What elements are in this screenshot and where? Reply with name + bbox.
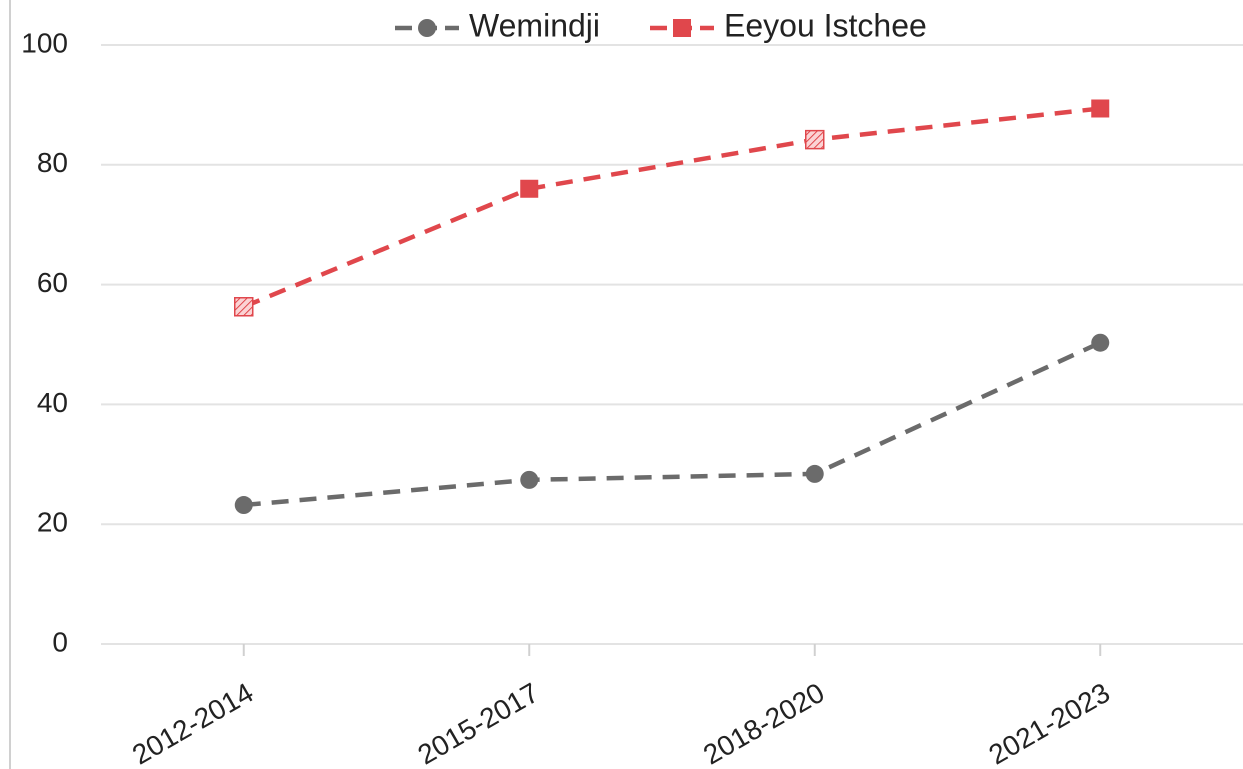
y-tick-label: 60 bbox=[37, 267, 68, 298]
point bbox=[234, 297, 254, 317]
y-tick-label: 20 bbox=[37, 507, 68, 538]
y-tick-label: 100 bbox=[21, 27, 68, 58]
point bbox=[520, 470, 539, 489]
x-tick-label: 2012-2014 bbox=[127, 677, 258, 769]
point bbox=[234, 496, 253, 515]
point bbox=[520, 179, 539, 198]
y-tick-label: 80 bbox=[37, 147, 68, 178]
legend-label: Eeyou Istchee bbox=[724, 7, 927, 43]
legend-label: Wemindji bbox=[469, 7, 600, 43]
y-tick-label: 0 bbox=[52, 626, 68, 657]
legend-marker bbox=[673, 19, 691, 37]
series-line bbox=[243, 340, 1102, 508]
x-tick-label: 2021-2023 bbox=[983, 677, 1114, 769]
point bbox=[805, 464, 824, 483]
x-tick-label: 2018-2020 bbox=[698, 677, 829, 769]
legend-marker bbox=[418, 19, 436, 37]
point bbox=[805, 129, 825, 150]
point bbox=[1091, 99, 1110, 118]
series-line bbox=[242, 106, 1101, 309]
x-tick-label: 2015-2017 bbox=[412, 677, 543, 769]
point bbox=[1091, 333, 1110, 352]
y-tick-label: 40 bbox=[37, 387, 68, 418]
